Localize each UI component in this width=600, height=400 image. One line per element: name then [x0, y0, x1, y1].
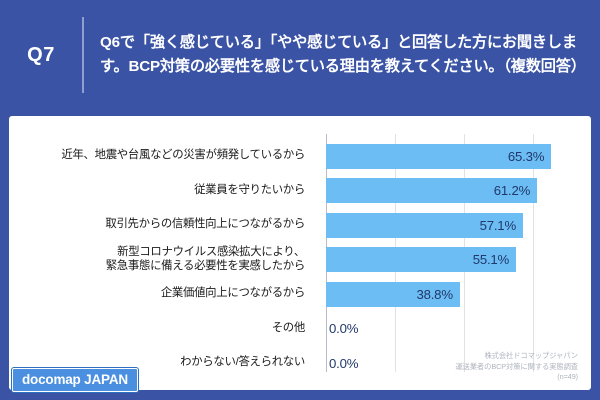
bar-value-label: 38.8% [416, 286, 453, 302]
bar-value-label: 0.0% [329, 355, 359, 371]
chart-panel: 近年、地震や台風などの災害が頻発しているから 65.3% 従業員を守りたいから 61.… [9, 116, 591, 390]
bar [326, 247, 517, 272]
chart-row: 企業価値向上につながるから 38.8% [9, 276, 591, 312]
bar-value-label: 0.0% [329, 321, 359, 336]
chart-row: その他 0.0% [9, 311, 591, 347]
docomap-japan-logo: docomap JAPAN [12, 368, 138, 392]
chart-row: 新型コロナウイルス感染拡大により、 緊急事態に備える必要性を実感したから 55.1… [9, 242, 591, 278]
chart-row: 取引先からの信頼性向上につながるから 57.1% [9, 207, 591, 243]
category-label: 新型コロナウイルス感染拡大により、 緊急事態に備える必要性を実感したから [105, 245, 306, 272]
bar [326, 178, 538, 203]
source-line-3: (n=49) [557, 372, 578, 382]
category-label: その他 [271, 321, 306, 334]
source-note: 株式会社ドコマップジャパン 運送業者のBCP対策に関する実態調査 (n=49) [455, 351, 578, 383]
bar-value-label: 65.3% [507, 148, 545, 164]
category-label: 取引先からの信頼性向上につながるから [105, 218, 305, 231]
header-divider [82, 17, 84, 93]
chart-row: わからない/答えられない 0.0% [9, 345, 591, 381]
category-label: 従業員を守りたいから [194, 183, 305, 196]
question-text: Q6で「強く感じている」「やや感じている」と回答した方にお聞きします。BCP対策… [100, 34, 586, 75]
slide-header: Q7 Q6で「強く感じている」「やや感じている」と回答した方にお聞きします。BC… [0, 0, 600, 110]
bar [326, 281, 460, 307]
bar-value-label: 57.1% [479, 217, 517, 233]
chart-row: 近年、地震や台風などの災害が頻発しているから 65.3% [9, 138, 591, 174]
chart-row: 従業員を守りたいから 61.2% [9, 173, 591, 209]
category-label: わからない/答えられない [180, 356, 305, 369]
bar-value-label: 55.1% [472, 252, 510, 267]
source-line-2: 運送業者のBCP対策に関する実態調査 [455, 361, 578, 371]
source-line-1: 株式会社ドコマップジャパン [484, 351, 578, 361]
chart-gridline [533, 134, 534, 372]
question-number: Q7 [27, 43, 55, 66]
bar [326, 212, 523, 238]
category-label: 企業価値向上につながるから [160, 287, 305, 300]
bar-value-label: 61.2% [493, 183, 531, 198]
category-label: 近年、地震や台風などの災害が頻発しているから [61, 149, 305, 162]
bar [326, 143, 552, 169]
bar-chart: 近年、地震や台風などの災害が頻発しているから 65.3% 従業員を守りたいから 61.… [9, 116, 591, 390]
